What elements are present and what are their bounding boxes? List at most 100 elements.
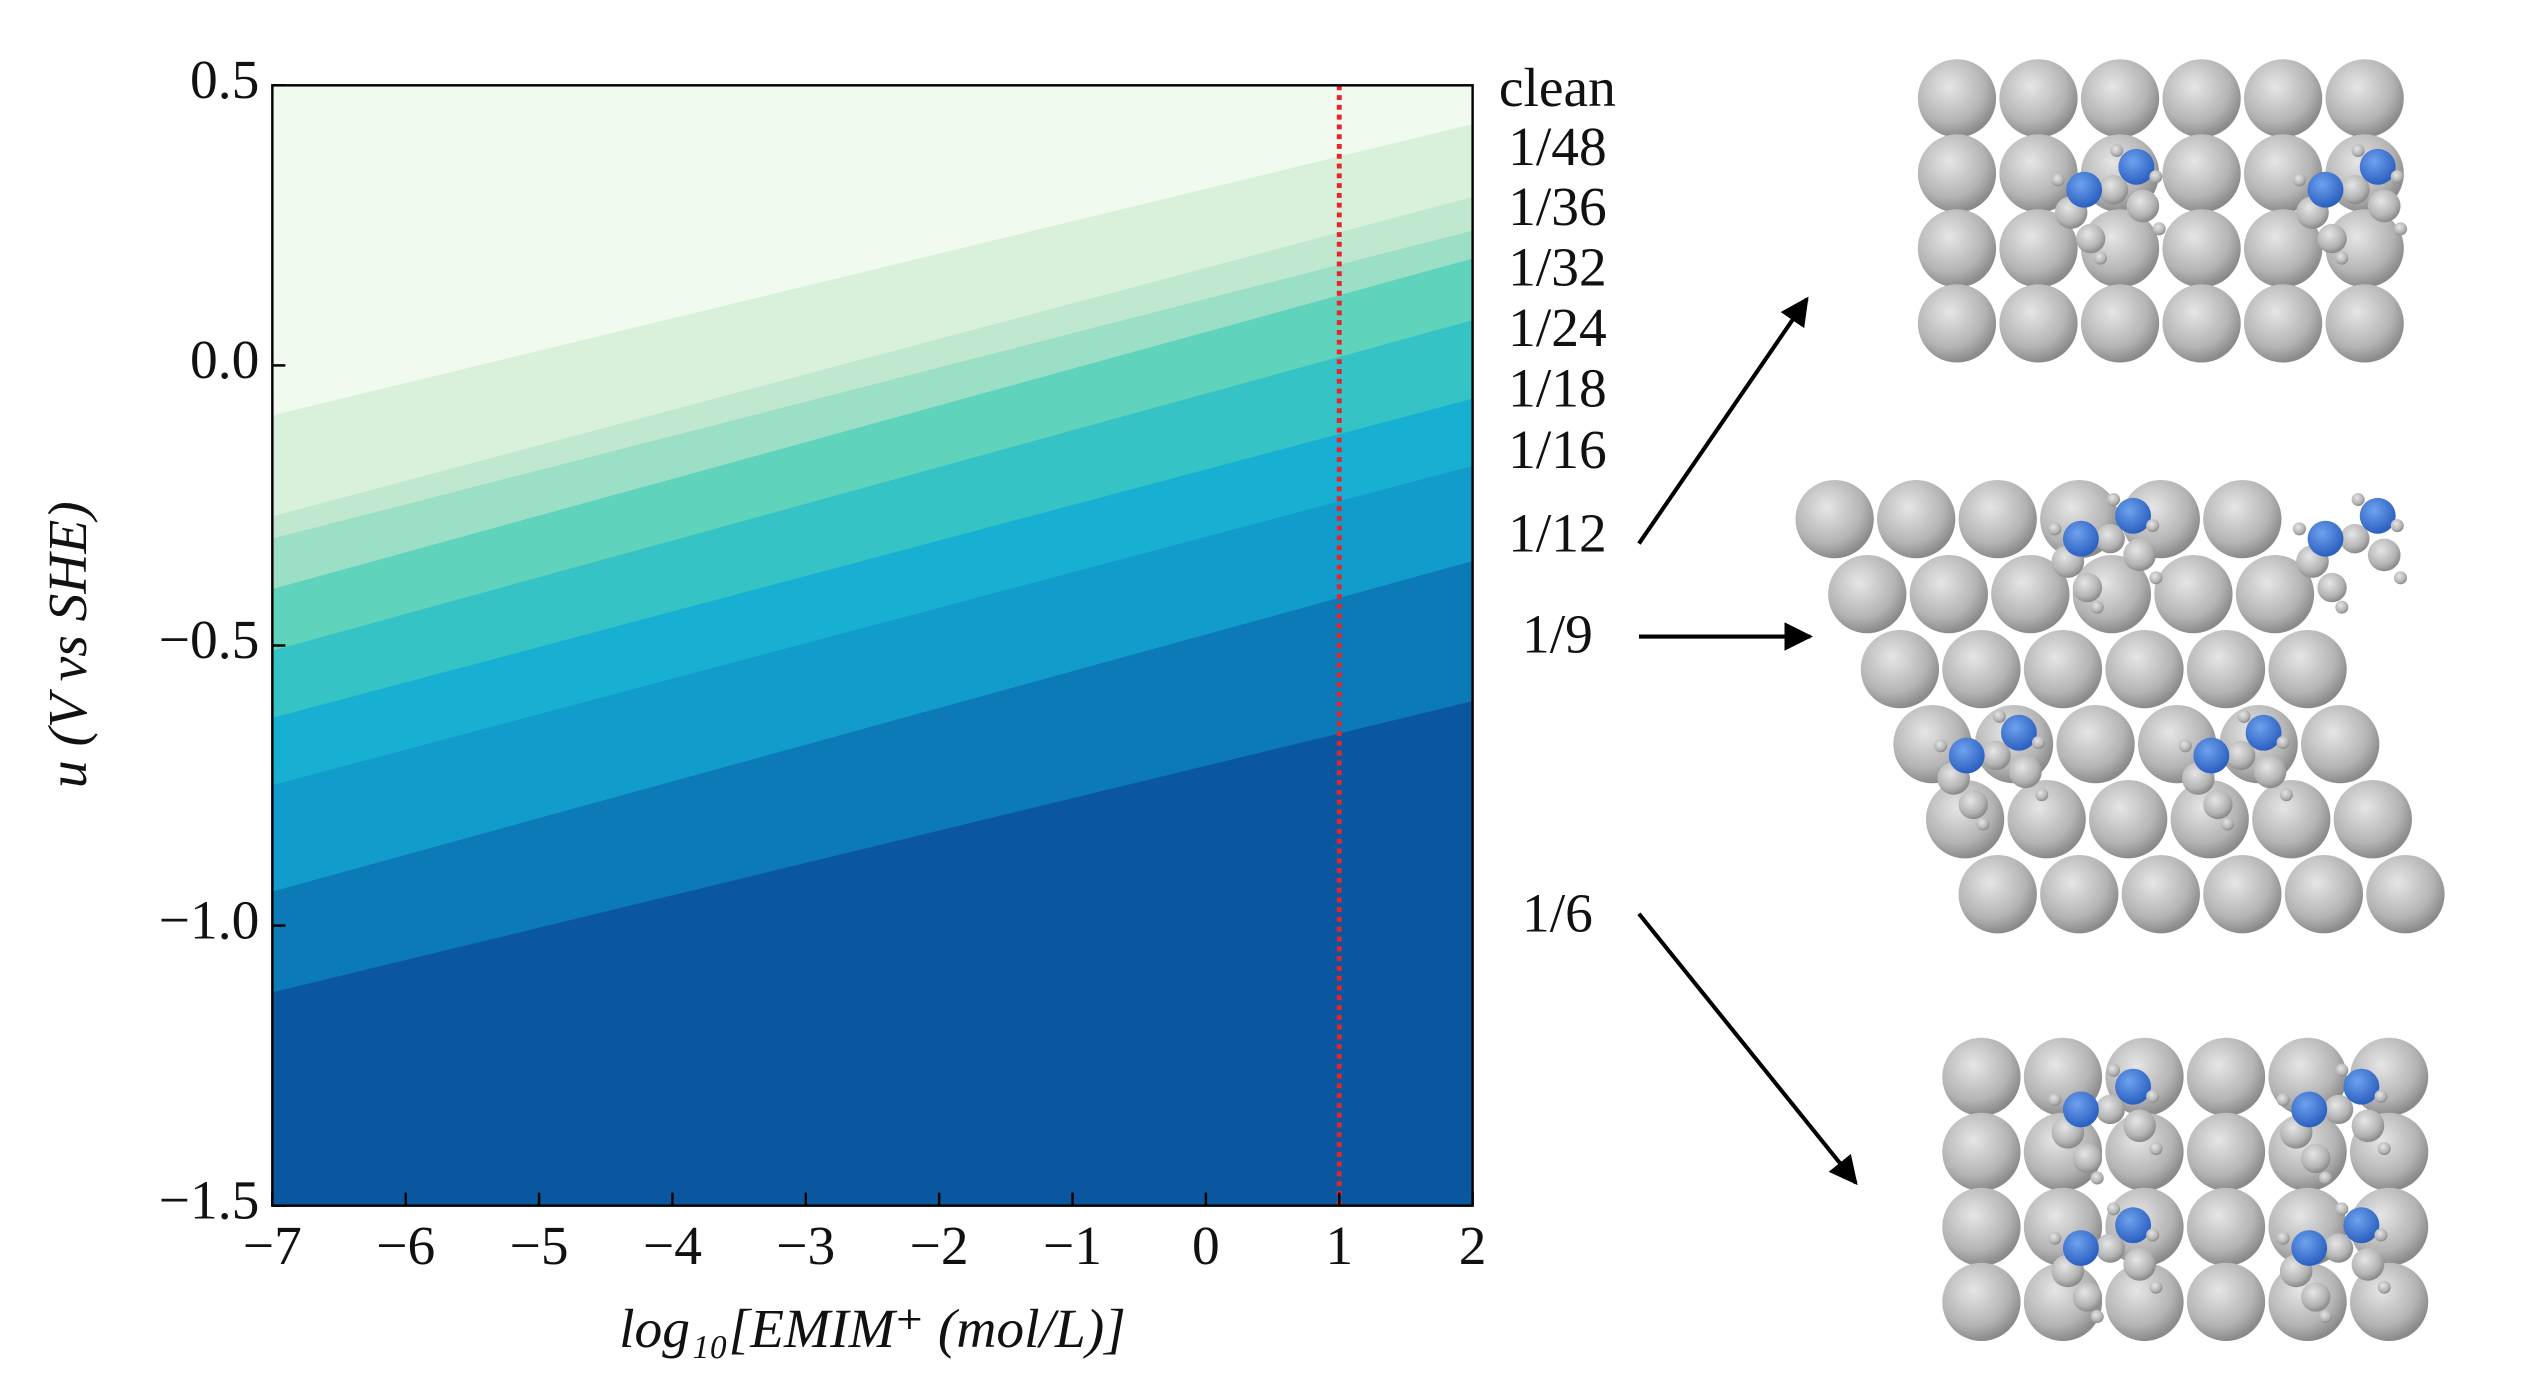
atom bbox=[1942, 1037, 2021, 1116]
atom bbox=[2146, 519, 2160, 533]
phase-region bbox=[272, 85, 1473, 417]
atom bbox=[2072, 572, 2103, 603]
phase-region bbox=[272, 196, 1473, 540]
atom bbox=[2186, 630, 2266, 709]
atom bbox=[2359, 148, 2396, 185]
surface-images bbox=[1795, 59, 2445, 1342]
x-tick-label: 0 bbox=[1192, 1215, 1220, 1276]
atom bbox=[1999, 59, 2078, 138]
atom bbox=[2374, 1089, 2388, 1103]
atom bbox=[2351, 144, 2365, 158]
x-tick-label: −1 bbox=[1043, 1215, 1102, 1276]
atom bbox=[2351, 1248, 2385, 1281]
phase-region bbox=[272, 230, 1473, 590]
atom bbox=[2377, 1142, 2391, 1156]
plot-frame bbox=[271, 84, 1474, 1207]
atom bbox=[1860, 630, 1940, 709]
atom bbox=[2062, 520, 2099, 557]
atom bbox=[2072, 1143, 2103, 1174]
atom bbox=[2095, 524, 2125, 554]
atom bbox=[2149, 170, 2163, 184]
atom bbox=[2000, 714, 2037, 751]
atom bbox=[2048, 522, 2062, 536]
atom bbox=[2040, 855, 2119, 934]
atom bbox=[2162, 59, 2241, 138]
atom bbox=[2276, 736, 2290, 750]
atom bbox=[2095, 1233, 2125, 1263]
y-axis-label: u (V vs SHE) bbox=[37, 501, 98, 788]
atom bbox=[2146, 1089, 2160, 1103]
atom bbox=[2349, 1262, 2429, 1342]
atom bbox=[2340, 524, 2370, 554]
x-tick-label: −7 bbox=[243, 1215, 302, 1276]
atom bbox=[2335, 251, 2349, 265]
atom bbox=[1877, 479, 1956, 559]
atom bbox=[2359, 497, 2396, 534]
atom bbox=[2279, 788, 2293, 802]
atom bbox=[1999, 209, 2078, 288]
atom bbox=[2093, 251, 2107, 265]
atom bbox=[2203, 855, 2282, 934]
atom bbox=[2252, 780, 2331, 859]
atom bbox=[2076, 223, 2106, 254]
atom bbox=[1917, 59, 1997, 138]
atom bbox=[2186, 1187, 2266, 1267]
atom bbox=[2121, 479, 2200, 559]
atom bbox=[2080, 284, 2160, 363]
atom bbox=[1981, 740, 2011, 771]
atom bbox=[2106, 1063, 2121, 1077]
atom bbox=[2325, 284, 2404, 363]
atom bbox=[2062, 1230, 2099, 1267]
atom bbox=[2351, 1109, 2385, 1143]
atom bbox=[2056, 705, 2135, 784]
atom bbox=[2023, 630, 2103, 709]
atom bbox=[2335, 1202, 2349, 1216]
atom bbox=[2243, 59, 2323, 138]
atom bbox=[2301, 705, 2380, 784]
x-tick-label: 1 bbox=[1325, 1215, 1353, 1276]
atom bbox=[2118, 148, 2155, 185]
atom bbox=[2126, 189, 2160, 223]
atom bbox=[2149, 571, 2163, 585]
atom bbox=[2323, 1233, 2354, 1263]
atom bbox=[1958, 855, 2037, 934]
atom bbox=[1999, 134, 2078, 213]
atom bbox=[2048, 1093, 2062, 1107]
atom bbox=[2090, 600, 2104, 614]
atom bbox=[1917, 134, 1997, 213]
x-tick-label: −6 bbox=[376, 1215, 435, 1276]
atom bbox=[2123, 538, 2156, 572]
atom bbox=[2245, 714, 2282, 751]
atom bbox=[2149, 1142, 2163, 1156]
atom bbox=[2291, 1230, 2328, 1267]
phase-region bbox=[272, 701, 1473, 1206]
atom bbox=[2291, 1091, 2328, 1128]
atom bbox=[2090, 1310, 2104, 1324]
atom bbox=[1795, 479, 1874, 559]
atom bbox=[2394, 222, 2408, 236]
phase-label: 1/48 bbox=[1508, 116, 1607, 177]
atom bbox=[2203, 789, 2233, 820]
phase-region bbox=[272, 320, 1473, 719]
atom bbox=[2146, 1228, 2160, 1242]
atom bbox=[2268, 630, 2347, 709]
atom bbox=[2367, 538, 2401, 572]
atom bbox=[1942, 1187, 2021, 1267]
atom bbox=[2343, 1068, 2380, 1105]
atom bbox=[2323, 1094, 2354, 1125]
phase-label: 1/18 bbox=[1508, 357, 1607, 418]
atom bbox=[2243, 284, 2323, 363]
atom bbox=[2390, 519, 2404, 533]
x-tick-label: −3 bbox=[776, 1215, 835, 1276]
atom bbox=[2374, 1228, 2388, 1242]
atom bbox=[2115, 1207, 2152, 1244]
atom bbox=[1917, 209, 1997, 288]
atom bbox=[2366, 855, 2445, 934]
atom bbox=[2235, 554, 2315, 634]
atom bbox=[2152, 222, 2166, 236]
atom bbox=[2162, 134, 2241, 213]
atom bbox=[2105, 1262, 2184, 1342]
y-tick-label: −0.5 bbox=[159, 609, 260, 670]
atom bbox=[2307, 520, 2344, 557]
atom bbox=[2390, 170, 2404, 184]
